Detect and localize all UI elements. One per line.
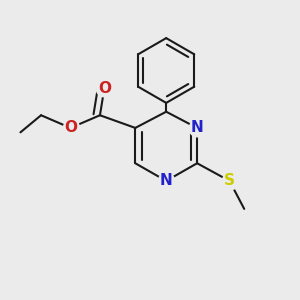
Text: N: N (160, 173, 172, 188)
Text: O: O (64, 120, 77, 135)
Text: O: O (98, 81, 111, 96)
Text: S: S (224, 173, 235, 188)
Text: N: N (191, 120, 203, 135)
